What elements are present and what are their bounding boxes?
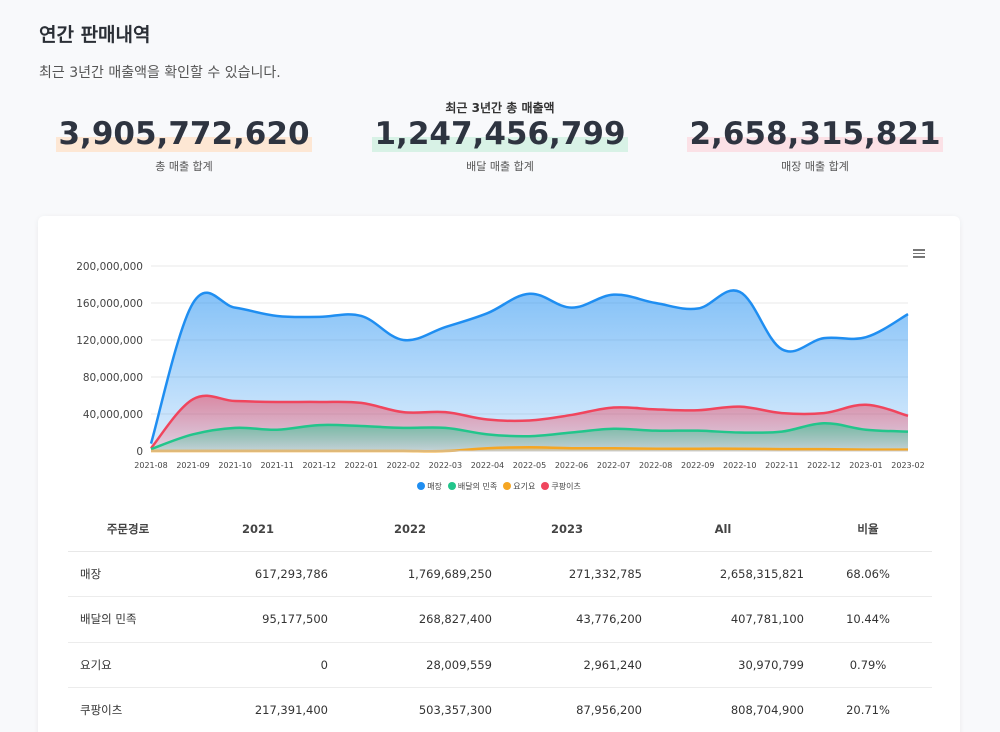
table-cell: 617,293,786 (188, 551, 328, 597)
table-header: 2021 (188, 508, 328, 552)
y-axis-ticks: 0 40,000,000 80,000,000 120,000,000 160,000,… (76, 261, 143, 458)
table-cell: 407,781,100 (642, 596, 804, 643)
x-tick-label: 2022-02 (387, 461, 420, 470)
chart-card: 0 40,000,000 80,000,000 120,000,000 160,000,… (38, 216, 960, 732)
table-row: 매장 617,293,786 1,769,689,250 271,332,785… (68, 551, 932, 597)
table-header: 2022 (328, 508, 492, 552)
x-tick-label: 2021-08 (134, 461, 167, 470)
legend-label: 매장 (427, 482, 442, 491)
table-cell: 0.79% (804, 642, 932, 688)
legend-dot (417, 482, 426, 490)
table-cell: 28,009,559 (328, 642, 492, 688)
table-cell: 2,961,240 (492, 642, 642, 688)
table-cell: 268,827,400 (328, 596, 492, 643)
table-cell: 1,769,689,250 (328, 551, 492, 597)
x-tick-label: 2021-09 (176, 461, 209, 470)
legend-item[interactable]: 배달의 민족 (447, 481, 498, 492)
stat-delivery-value: 1,247,456,799 (372, 116, 628, 152)
stat-total-value: 3,905,772,620 (56, 116, 312, 152)
stats-caption: 최근 3년간 총 매출액 (445, 101, 555, 115)
y-tick-label: 120,000,000 (76, 335, 143, 347)
x-tick-label: 2022-08 (639, 461, 672, 470)
chart-areas (151, 290, 908, 452)
y-tick-label: 0 (136, 446, 143, 458)
stat-delivery: 1,247,456,799 배달 매출 합계 (350, 116, 650, 174)
table-cell: 503,357,300 (328, 687, 492, 732)
table-cell: 271,332,785 (492, 551, 642, 597)
legend-label: 쿠팡이츠 (551, 482, 581, 491)
area-chart: 0 40,000,000 80,000,000 120,000,000 160,000,… (76, 261, 925, 470)
x-tick-label: 2023-01 (849, 461, 882, 470)
table-cell: 808,704,900 (642, 687, 804, 732)
table-cell: 2,658,315,821 (642, 551, 804, 597)
legend-item[interactable]: 매장 (417, 481, 442, 492)
table-header-row: 주문경로 2021 2022 2023 All 비율 (68, 508, 932, 552)
table-cell: 87,956,200 (492, 687, 642, 732)
table-cell: 배달의 민족 (68, 596, 188, 643)
stat-delivery-label: 배달 매출 합계 (466, 160, 534, 173)
legend-dot (541, 482, 550, 490)
table-cell: 43,776,200 (492, 596, 642, 643)
table-cell: 10.44% (804, 596, 932, 643)
chart-menu-icon[interactable] (913, 249, 925, 259)
page-subtitle: 최근 3년간 매출액을 확인할 수 있습니다. (39, 65, 281, 81)
series-line (150, 421, 909, 451)
y-tick-label: 40,000,000 (83, 409, 143, 421)
table-header: 2023 (492, 508, 642, 552)
stat-store: 2,658,315,821 매장 매출 합계 (665, 116, 965, 174)
table-cell: 95,177,500 (188, 596, 328, 643)
legend-label: 요기요 (513, 482, 536, 491)
table-row: 요기요 0 28,009,559 2,961,240 30,970,799 0.… (68, 642, 932, 688)
x-tick-label: 2021-10 (218, 461, 251, 470)
stat-store-label: 매장 매출 합계 (781, 160, 849, 173)
legend-label: 배달의 민족 (457, 482, 498, 491)
stat-total: 3,905,772,620 총 매출 합계 (34, 116, 334, 174)
page-title: 연간 판매내역 (39, 24, 151, 46)
legend-item[interactable]: 요기요 (503, 481, 535, 492)
table-cell: 0 (188, 642, 328, 688)
x-tick-label: 2021-12 (303, 461, 336, 470)
sales-table: 주문경로 2021 2022 2023 All 비율 매장 617,293,78… (68, 508, 932, 732)
stat-total-label: 총 매출 합계 (155, 160, 213, 173)
table-cell: 217,391,400 (188, 687, 328, 732)
table-row: 배달의 민족 95,177,500 268,827,400 43,776,200… (68, 596, 932, 643)
x-tick-label: 2022-01 (345, 461, 378, 470)
x-tick-label: 2023-02 (891, 461, 924, 470)
x-tick-label: 2021-11 (260, 461, 293, 470)
chart-legend: 매장 배달의 민족 요기요 쿠팡이츠 (38, 481, 960, 492)
table-cell: 매장 (68, 551, 188, 597)
legend-item[interactable]: 쿠팡이츠 (541, 481, 581, 492)
y-tick-label: 200,000,000 (76, 261, 143, 273)
table-cell: 30,970,799 (642, 642, 804, 688)
series-area (151, 447, 908, 452)
x-tick-label: 2022-12 (807, 461, 840, 470)
legend-dot (447, 482, 456, 490)
x-tick-label: 2022-07 (597, 461, 630, 470)
x-tick-label: 2022-05 (513, 461, 546, 470)
series-line (150, 394, 909, 450)
table-cell: 20.71% (804, 687, 932, 732)
x-tick-label: 2022-09 (681, 461, 714, 470)
y-tick-label: 160,000,000 (76, 298, 143, 310)
chart-lines (149, 289, 909, 453)
x-tick-label: 2022-06 (555, 461, 588, 470)
x-tick-label: 2022-03 (429, 461, 462, 470)
x-axis-ticks: 2021-08 2021-09 2021-10 2021-11 2021-12 2022-… (134, 450, 925, 470)
table-row: 쿠팡이츠 217,391,400 503,357,300 87,956,200 … (68, 687, 932, 732)
series-line (149, 289, 909, 444)
legend-dot (503, 482, 512, 490)
table-cell: 쿠팡이츠 (68, 687, 188, 732)
x-tick-label: 2022-10 (723, 461, 756, 470)
table-cell: 요기요 (68, 642, 188, 688)
y-tick-label: 80,000,000 (83, 372, 143, 384)
table-header: All (642, 508, 804, 552)
table-header: 주문경로 (68, 508, 188, 552)
table-header: 비율 (804, 508, 932, 552)
table-cell: 68.06% (804, 551, 932, 597)
stat-store-value: 2,658,315,821 (687, 116, 943, 152)
x-tick-label: 2022-04 (471, 461, 504, 470)
x-tick-label: 2022-11 (765, 461, 798, 470)
